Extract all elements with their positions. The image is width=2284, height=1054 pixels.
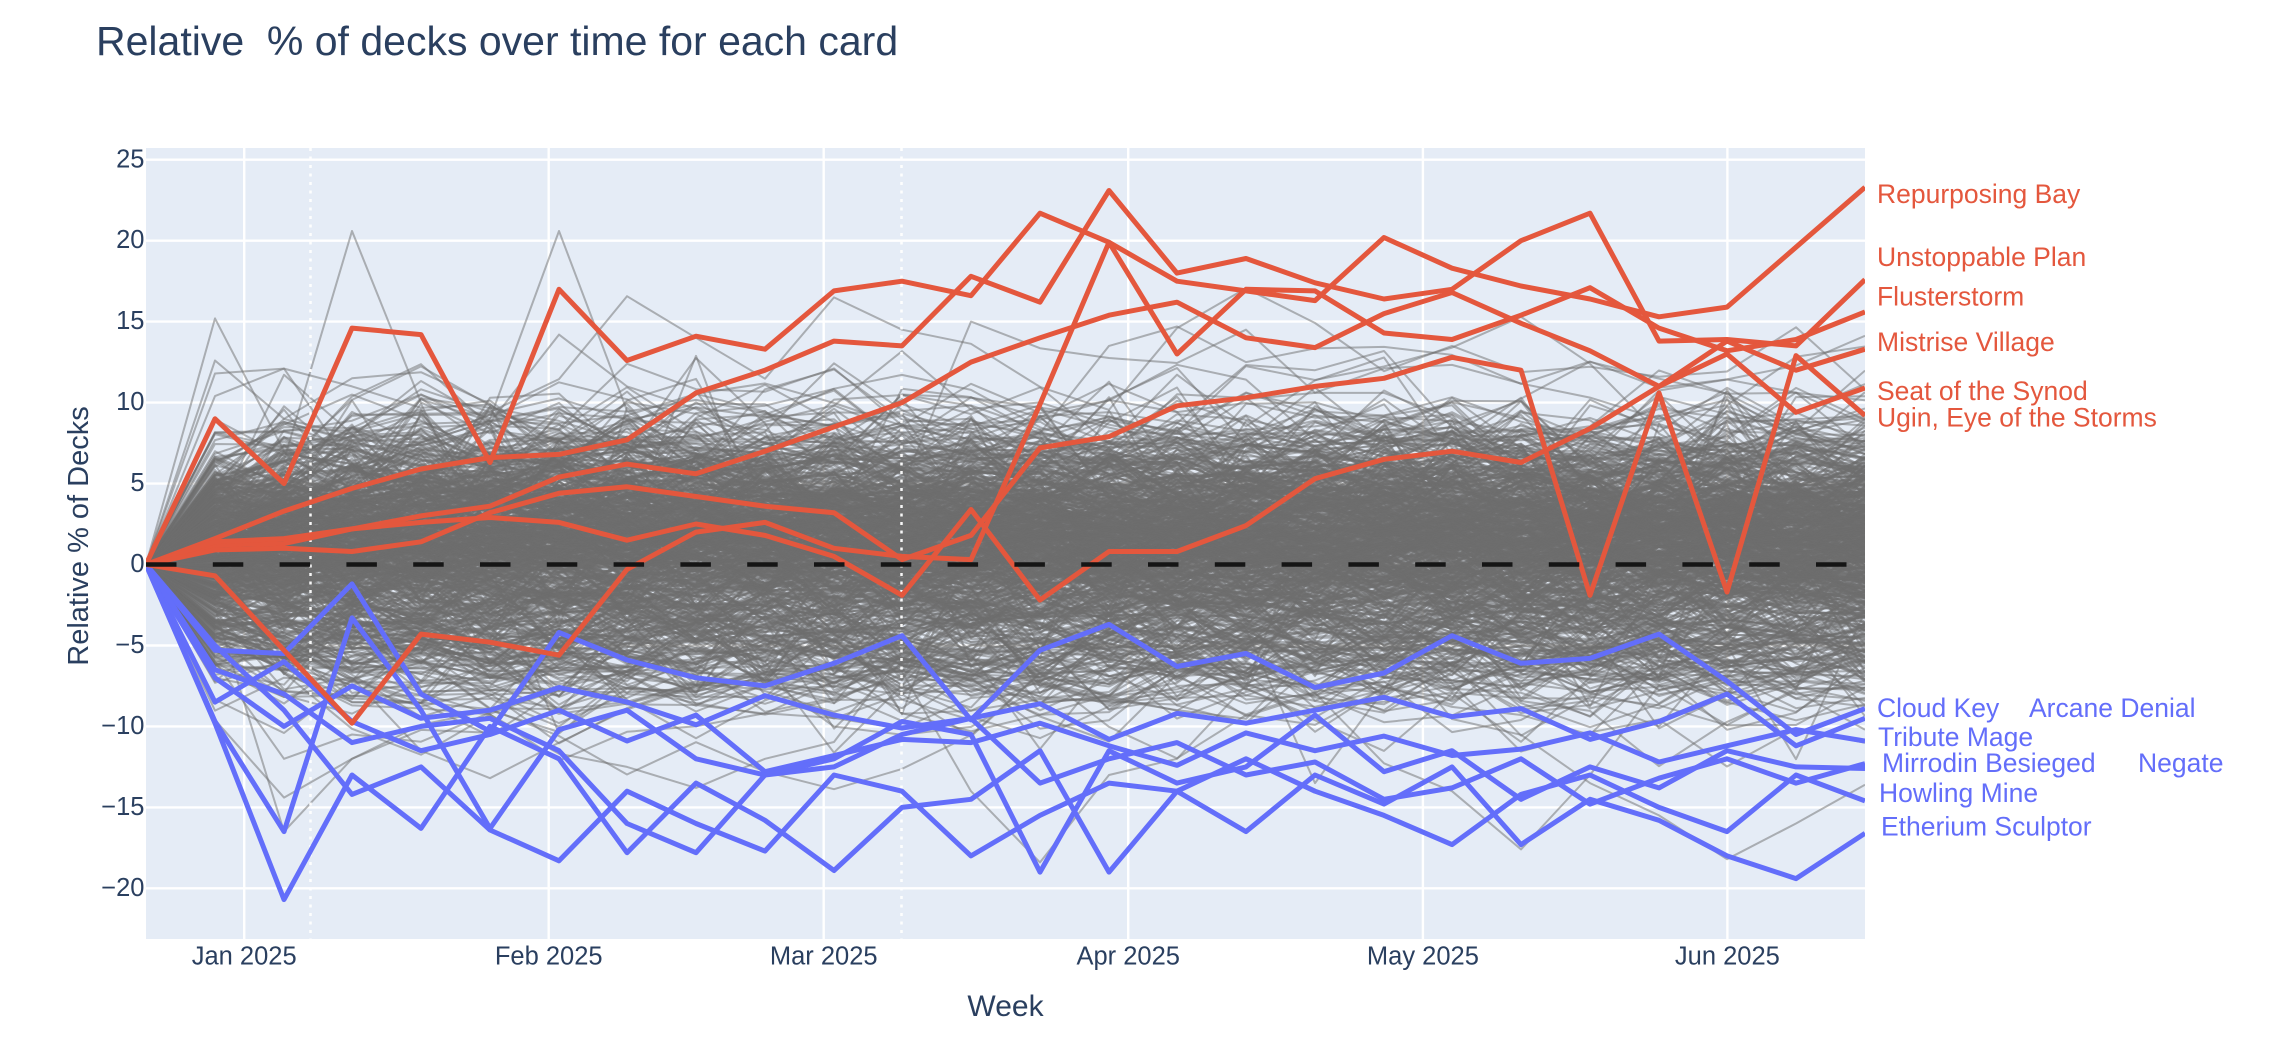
svg-text:Negate: Negate	[2138, 748, 2223, 778]
svg-text:Ugin, Eye of the Storms: Ugin, Eye of the Storms	[1877, 403, 2157, 433]
svg-text:Mar 2025: Mar 2025	[770, 943, 878, 971]
svg-text:25: 25	[116, 145, 144, 173]
svg-text:10: 10	[116, 388, 144, 416]
svg-text:Apr 2025: Apr 2025	[1076, 943, 1180, 971]
svg-text:Week: Week	[967, 990, 1044, 1023]
svg-text:Tribute Mage: Tribute Mage	[1878, 722, 2033, 752]
svg-text:Relative % of Decks: Relative % of Decks	[63, 406, 95, 666]
svg-text:Mistrise Village: Mistrise Village	[1877, 327, 2055, 357]
svg-text:−15: −15	[101, 793, 144, 821]
svg-text:Repurposing Bay: Repurposing Bay	[1877, 179, 2081, 209]
svg-text:Feb 2025: Feb 2025	[495, 943, 603, 971]
svg-text:0: 0	[130, 550, 144, 578]
svg-text:5: 5	[130, 469, 144, 497]
svg-text:−5: −5	[115, 631, 144, 659]
svg-text:Jan 2025: Jan 2025	[192, 943, 297, 971]
svg-text:Unstoppable Plan: Unstoppable Plan	[1877, 242, 2086, 272]
svg-text:−20: −20	[101, 874, 144, 902]
svg-text:Etherium Sculptor: Etherium Sculptor	[1881, 812, 2092, 842]
svg-text:Jun 2025: Jun 2025	[1675, 943, 1780, 971]
svg-text:Relative % of decks over time: Relative % of decks over time for each c…	[96, 18, 898, 64]
svg-text:May 2025: May 2025	[1367, 943, 1479, 971]
svg-text:Flusterstorm: Flusterstorm	[1877, 282, 2024, 312]
svg-text:Arcane Denial: Arcane Denial	[2029, 693, 2195, 723]
svg-text:20: 20	[116, 226, 144, 254]
svg-text:Cloud Key: Cloud Key	[1877, 693, 2000, 723]
svg-text:Mirrodin Besieged: Mirrodin Besieged	[1882, 748, 2096, 778]
svg-text:−10: −10	[101, 712, 144, 740]
svg-text:Seat of the Synod: Seat of the Synod	[1877, 376, 2088, 406]
svg-text:Howling Mine: Howling Mine	[1879, 778, 2038, 808]
svg-text:15: 15	[116, 307, 144, 335]
